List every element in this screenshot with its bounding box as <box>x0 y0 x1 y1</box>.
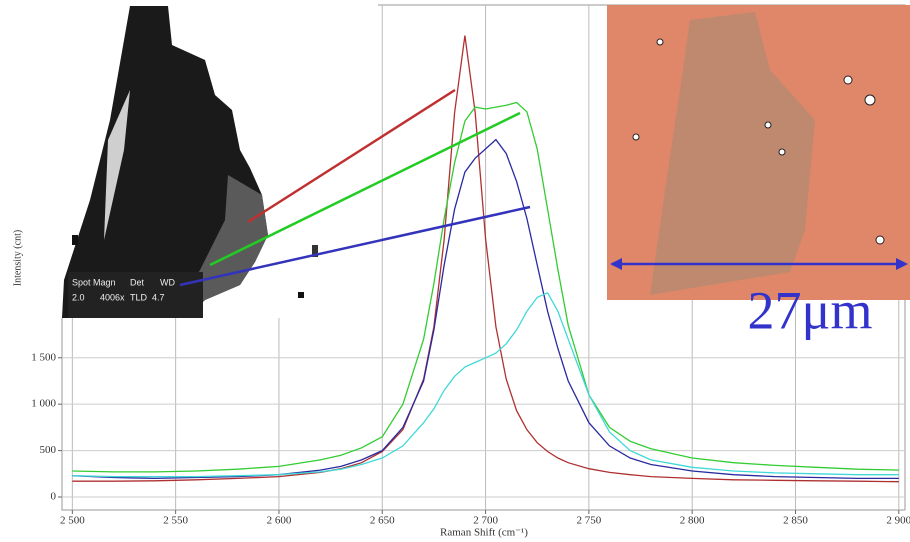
sem-label: Det <box>130 277 145 287</box>
optical-dot <box>656 38 664 46</box>
x-tick-label: 2 550 <box>163 515 188 527</box>
series-lines <box>72 35 899 483</box>
x-tick-label: 2 600 <box>267 515 292 527</box>
series-line <box>72 291 899 478</box>
optical-dot <box>764 121 772 129</box>
y-tick-label: 500 <box>40 444 57 456</box>
optical-dot <box>778 148 786 156</box>
sem-label: 2.0 <box>72 292 85 302</box>
x-tick-label: 2 700 <box>473 515 498 527</box>
optical-dot <box>875 235 885 245</box>
y-axis-label: Intensity (cnt) <box>12 230 23 286</box>
sem-label: TLD <box>130 292 148 302</box>
sem-label: 4006x <box>100 292 125 302</box>
sem-spot <box>72 235 78 245</box>
y-tick-label: 0 <box>51 491 57 503</box>
sem-labels: Spot Magn Det WD 2.0 4006x TLD 4.7 <box>72 277 175 302</box>
optical-inset <box>607 5 910 300</box>
connector-green <box>209 111 521 267</box>
connector-blue <box>179 205 531 287</box>
series-line <box>72 138 899 480</box>
scale-label: 27μm <box>748 280 873 340</box>
optical-dot <box>864 94 876 106</box>
optical-dot <box>843 75 853 85</box>
sem-label-bar <box>68 272 203 318</box>
sem-highlight <box>104 90 130 240</box>
scale-arrow <box>610 258 622 270</box>
x-tick-label: 2 900 <box>886 515 910 527</box>
x-tick-label: 2 750 <box>577 515 602 527</box>
series-line <box>72 35 899 483</box>
x-tick-label: 2 800 <box>680 515 705 527</box>
x-axis-label: Raman Shift (cm⁻¹) <box>440 527 528 539</box>
optical-dot <box>632 133 640 141</box>
x-tick-label: 2 850 <box>783 515 808 527</box>
sem-spot <box>298 292 304 298</box>
sem-label: Spot Magn <box>72 277 116 287</box>
x-tick-label: 2 500 <box>60 515 85 527</box>
scale-arrow <box>896 258 908 270</box>
series-line <box>72 101 899 473</box>
connector-red <box>247 88 456 224</box>
sem-spot <box>312 245 318 257</box>
sem-label: WD <box>160 277 175 287</box>
optical-flake <box>650 12 815 295</box>
sem-inset <box>60 4 378 318</box>
y-tick-label: 1 000 <box>31 398 56 410</box>
y-tick-label: 1 500 <box>31 351 56 363</box>
x-tick-label: 2 650 <box>370 515 395 527</box>
sem-label: 4.7 <box>152 292 165 302</box>
